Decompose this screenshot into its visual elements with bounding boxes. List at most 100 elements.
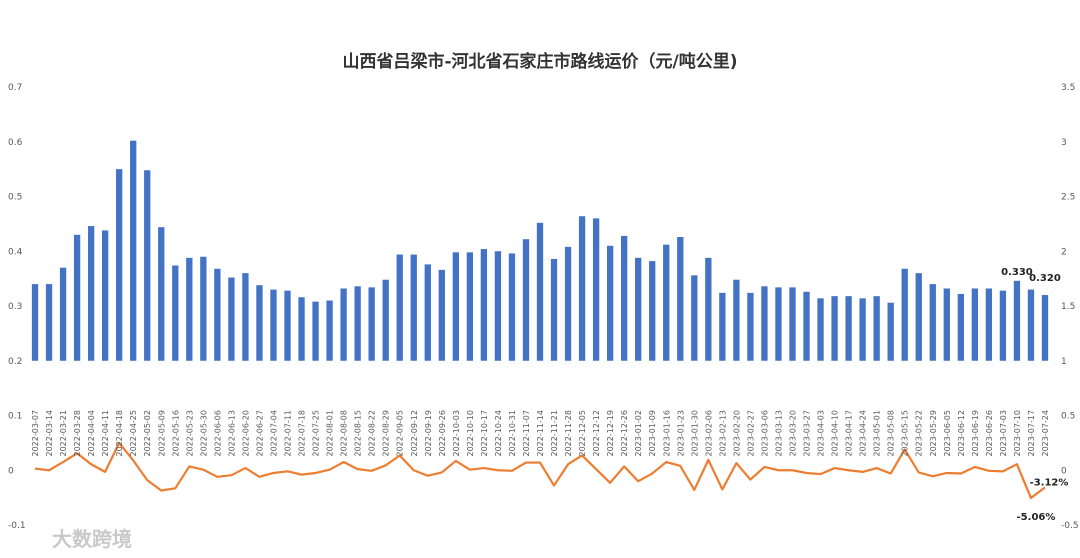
category-label: 2023-07-10 bbox=[1013, 410, 1022, 457]
bar bbox=[564, 246, 572, 361]
category-label: 2023-03-20 bbox=[788, 410, 797, 457]
category-label: 2022-08-01 bbox=[326, 410, 335, 457]
bar bbox=[87, 226, 95, 361]
bar bbox=[606, 245, 614, 361]
category-label: 2022-12-19 bbox=[606, 410, 615, 457]
bar bbox=[719, 292, 726, 361]
category-label: 2023-07-17 bbox=[1027, 410, 1036, 457]
category-label: 2023-03-06 bbox=[760, 410, 769, 457]
bar bbox=[775, 287, 782, 361]
bar bbox=[550, 258, 558, 361]
left-tick-label: 0.4 bbox=[8, 247, 23, 257]
bar bbox=[957, 293, 964, 361]
bar bbox=[45, 284, 53, 361]
bar bbox=[1041, 295, 1049, 361]
left-tick-label: 0 bbox=[8, 466, 14, 476]
left-tick-label: 0.7 bbox=[8, 83, 22, 93]
category-label: 2023-05-22 bbox=[915, 410, 924, 457]
category-label: 2022-06-20 bbox=[241, 410, 250, 457]
category-label: 2022-11-28 bbox=[564, 410, 573, 457]
bar bbox=[228, 277, 235, 361]
category-label: 2022-09-05 bbox=[396, 410, 405, 457]
bar bbox=[466, 252, 474, 361]
bar bbox=[508, 253, 516, 361]
category-label: 2023-06-26 bbox=[985, 410, 994, 457]
bar bbox=[382, 279, 389, 361]
bar bbox=[705, 257, 712, 361]
bar bbox=[200, 256, 207, 361]
category-label: 2022-05-23 bbox=[185, 410, 194, 457]
category-label: 2022-05-02 bbox=[143, 410, 152, 457]
category-label: 2023-02-27 bbox=[746, 410, 755, 457]
bar bbox=[578, 216, 586, 361]
bar bbox=[270, 289, 277, 361]
right-tick-label: 0 bbox=[1061, 466, 1067, 476]
bar bbox=[130, 140, 137, 361]
bar bbox=[592, 218, 600, 361]
line-series bbox=[34, 441, 1046, 500]
right-tick-label: -0.5 bbox=[1061, 521, 1079, 531]
category-label: 2023-04-03 bbox=[817, 410, 826, 457]
bar bbox=[901, 268, 908, 361]
category-label: 2023-05-01 bbox=[873, 410, 882, 457]
bar bbox=[971, 288, 978, 361]
category-label: 2023-07-24 bbox=[1041, 410, 1050, 457]
chart-title: 山西省吕梁市-河北省石家庄市路线运价（元/吨公里) bbox=[342, 51, 737, 72]
bar bbox=[985, 288, 993, 361]
bar bbox=[410, 254, 417, 361]
category-label: 2022-03-21 bbox=[59, 410, 68, 457]
category-label: 2022-07-04 bbox=[269, 410, 278, 457]
right-tick-label: 2 bbox=[1061, 247, 1067, 257]
bar bbox=[354, 286, 361, 361]
category-label: 2023-01-23 bbox=[676, 410, 685, 457]
bar bbox=[214, 268, 221, 361]
category-label: 2022-11-21 bbox=[550, 410, 559, 457]
category-label: 2023-06-19 bbox=[971, 410, 980, 457]
category-label: 2023-06-12 bbox=[957, 410, 966, 457]
category-label: 2023-02-13 bbox=[718, 410, 727, 457]
left-tick-label: 0.1 bbox=[8, 412, 22, 422]
bar bbox=[59, 267, 67, 361]
bar bbox=[312, 301, 319, 361]
category-label: 2022-12-05 bbox=[578, 410, 587, 457]
bar-series bbox=[31, 140, 1049, 361]
bar bbox=[677, 237, 684, 361]
left-tick-label: 0.3 bbox=[8, 302, 22, 312]
bar bbox=[144, 170, 151, 361]
left-tick-label: -0.1 bbox=[8, 521, 26, 531]
category-label: 2022-11-07 bbox=[522, 410, 531, 457]
bar bbox=[691, 275, 698, 361]
bar bbox=[396, 254, 403, 361]
left-tick-label: 0.2 bbox=[8, 357, 22, 367]
category-label: 2022-05-16 bbox=[171, 410, 180, 457]
bar bbox=[31, 284, 39, 361]
left-tick-label: 0.5 bbox=[8, 193, 22, 203]
category-label: 2022-10-03 bbox=[452, 410, 461, 457]
data-label: 0.330 bbox=[1001, 267, 1033, 278]
left-axis: 0.7 0.6 0.5 0.4 0.3 0.2 0.1 0 -0.1 bbox=[8, 83, 26, 531]
bar bbox=[101, 230, 109, 361]
bar bbox=[761, 286, 768, 361]
bar bbox=[256, 285, 263, 361]
bar bbox=[298, 297, 305, 361]
category-label: 2022-07-11 bbox=[284, 410, 293, 457]
right-axis: 3.5 3 2.5 2 1.5 1 0.5 0 -0.5 bbox=[1061, 83, 1079, 531]
category-label: 2023-05-08 bbox=[887, 410, 896, 457]
bar bbox=[733, 279, 740, 361]
category-label: 2023-06-05 bbox=[943, 410, 952, 457]
bar bbox=[522, 239, 530, 361]
category-label: 2023-05-15 bbox=[901, 410, 910, 457]
x-axis: 2022-03-07 2022-03-14 2022-03-21 2022-03-28… bbox=[31, 410, 1050, 457]
bar bbox=[621, 235, 628, 361]
category-label: 2022-03-07 bbox=[31, 410, 40, 457]
category-label: 2022-07-18 bbox=[298, 410, 307, 457]
right-tick-label: 3.5 bbox=[1061, 83, 1075, 93]
category-label: 2022-11-14 bbox=[536, 410, 545, 457]
category-label: 2023-01-09 bbox=[648, 410, 657, 457]
bar bbox=[1027, 289, 1035, 361]
bar bbox=[929, 284, 936, 361]
right-tick-label: 2.5 bbox=[1061, 193, 1075, 203]
